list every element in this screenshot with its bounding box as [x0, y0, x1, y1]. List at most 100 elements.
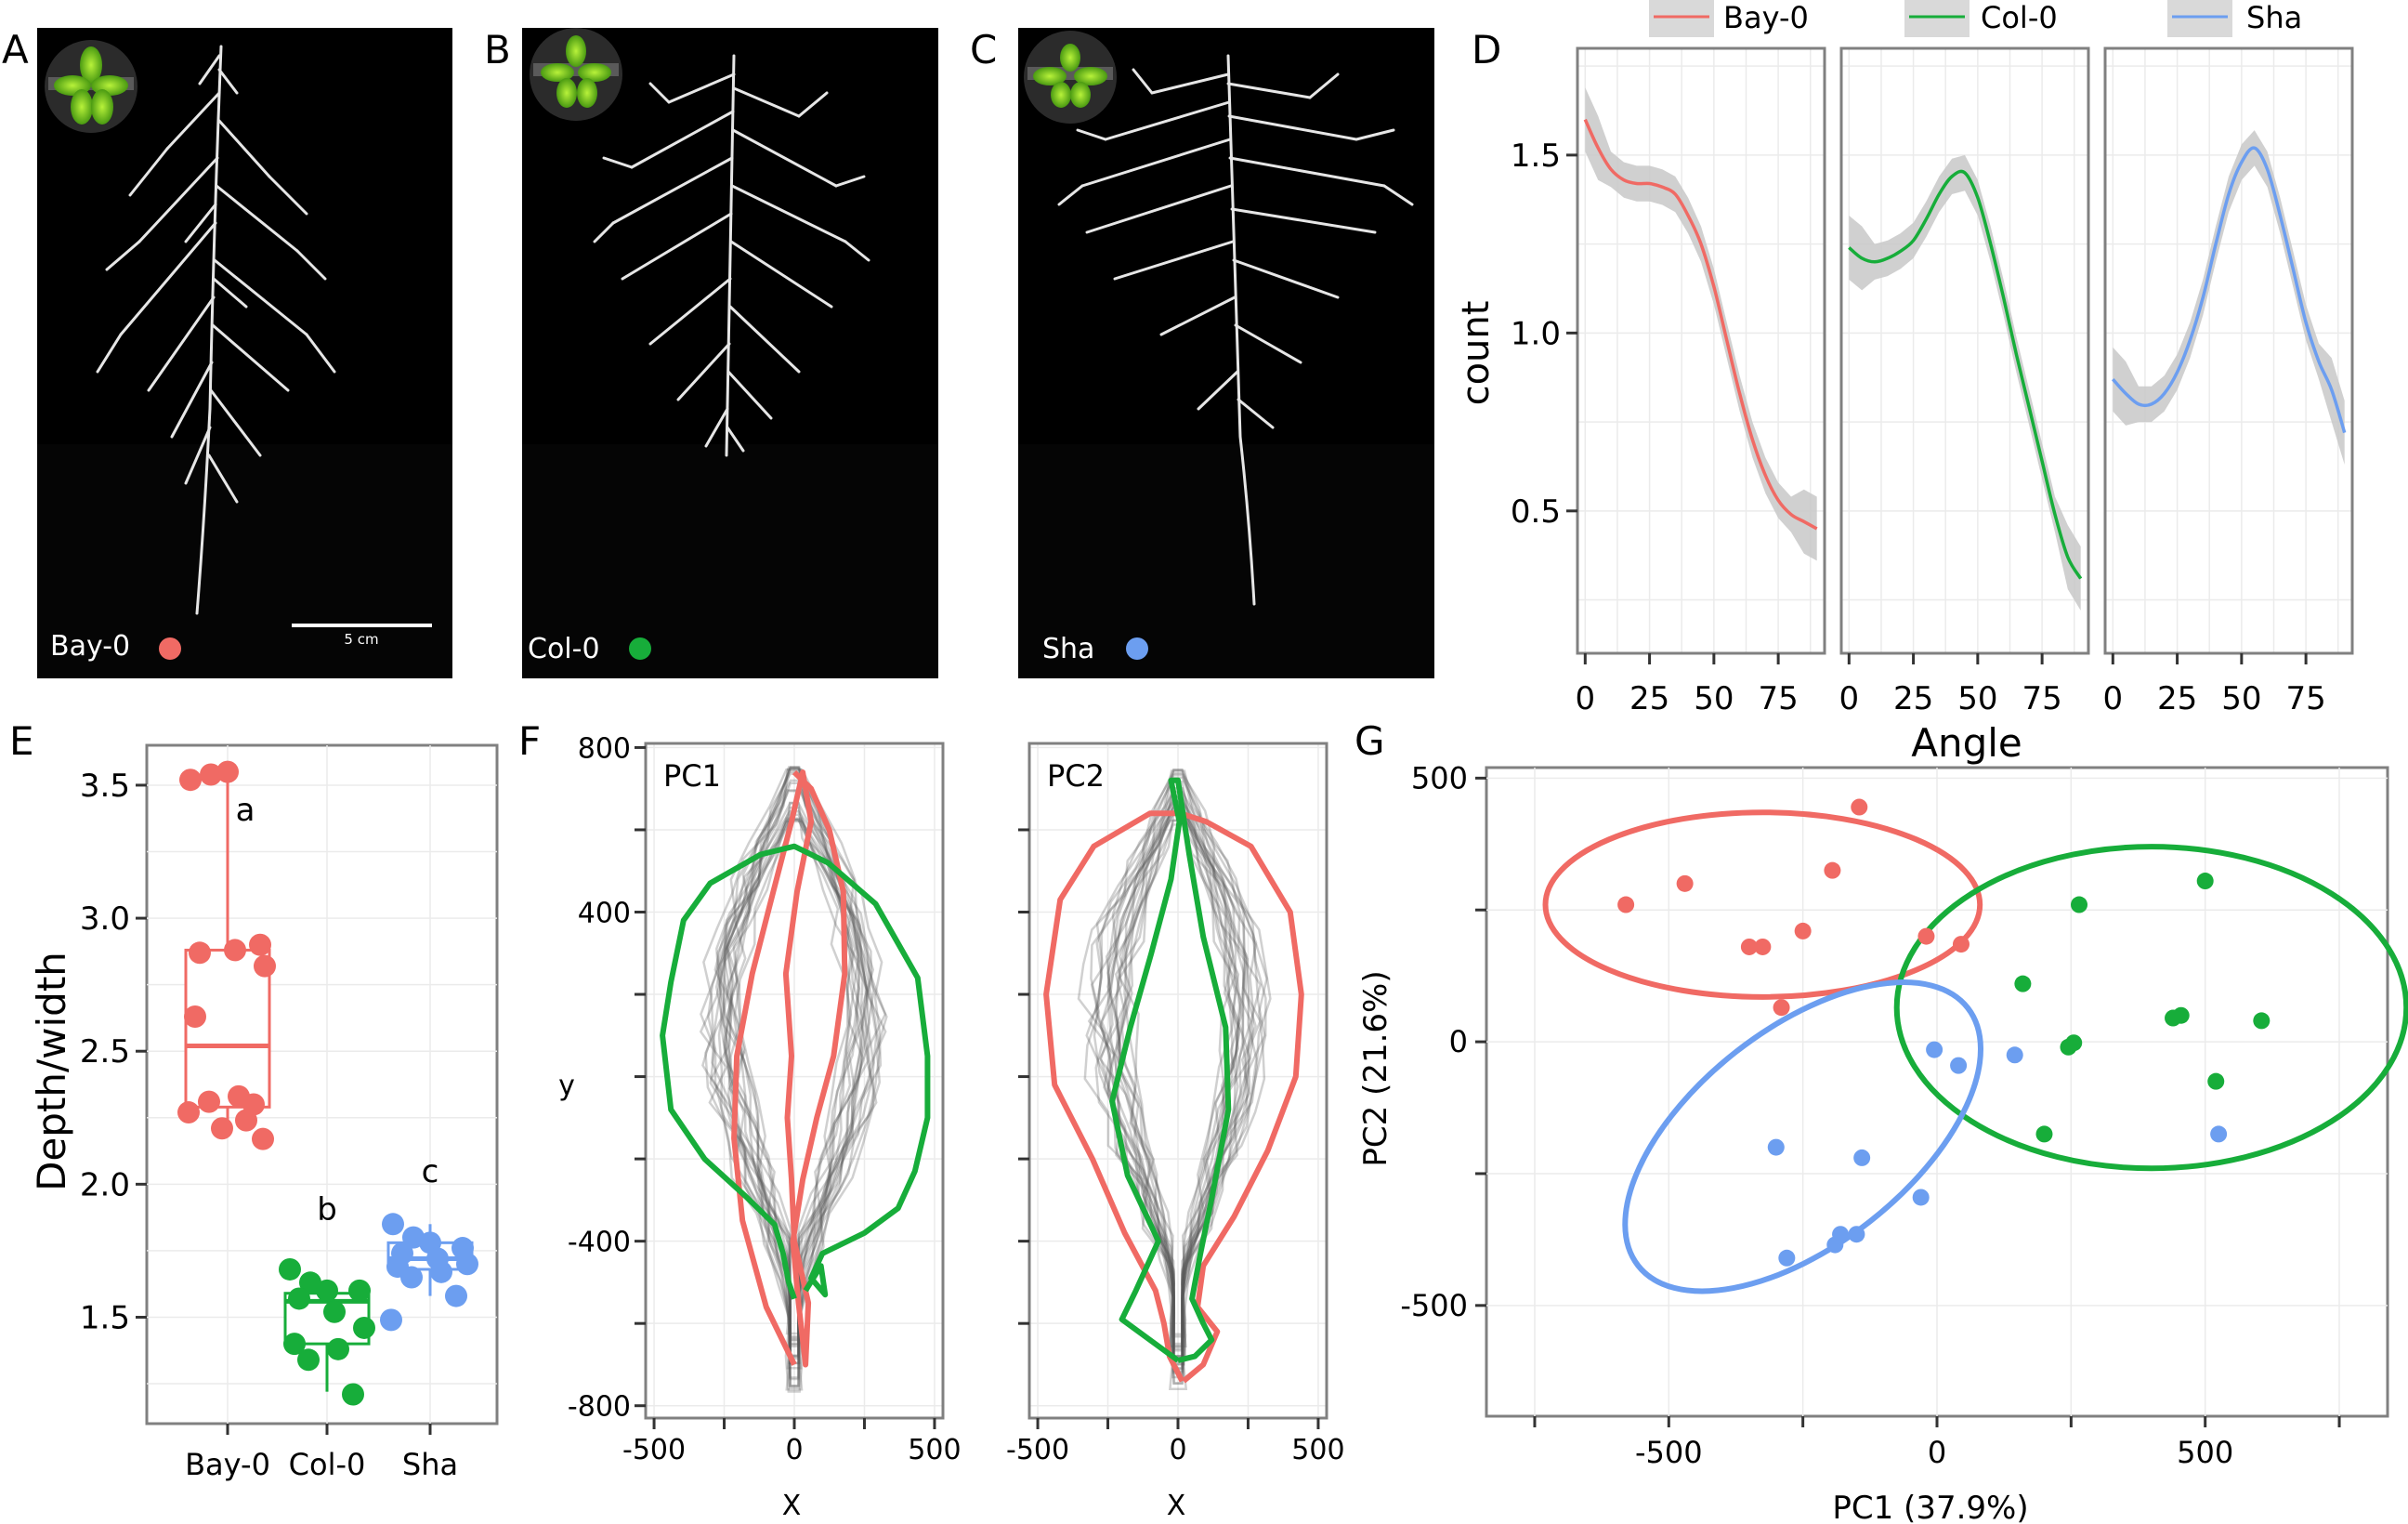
- g-point-Col-0: [2165, 1009, 2182, 1027]
- f-sample-outline: [1114, 786, 1240, 1386]
- g-point-Col-0: [2060, 1038, 2077, 1056]
- e-y-tick-label: 2.5: [80, 1033, 130, 1071]
- f-x-tick-label: 0: [785, 1434, 803, 1466]
- e-point-Bay-0: [224, 939, 246, 962]
- f-mode-outline: [660, 843, 931, 1300]
- d-series-line-Col-0: [1848, 169, 2083, 580]
- e-y-tick-label: 3.5: [80, 768, 130, 805]
- g-x-axis-title: PC1 (37.9%): [1832, 1490, 2028, 1524]
- e-point-Col-0: [299, 1271, 321, 1294]
- g-point-Bay-0: [1952, 936, 1970, 953]
- g-point-Col-0: [2014, 975, 2032, 992]
- e-point-Sha: [456, 1253, 478, 1276]
- e-point-Col-0: [279, 1257, 301, 1281]
- g-point-Sha: [1826, 1236, 1844, 1254]
- g-point-Sha: [2210, 1125, 2228, 1143]
- panel-label-e: E: [9, 718, 34, 764]
- f-sample-outline: [1118, 795, 1236, 1379]
- facet-0: Bay-0 0 25 50 75: [1575, 0, 1826, 717]
- d-x-axis-title: Angle: [1911, 720, 2022, 766]
- g-point-Sha: [1950, 1057, 1968, 1074]
- f-mode-outline: [1109, 777, 1232, 1363]
- e-point-Sha: [400, 1266, 423, 1289]
- f-x-tick-label: 0: [1169, 1434, 1186, 1466]
- e-point-Bay-0: [184, 1005, 206, 1028]
- f-sample-outline: [717, 820, 878, 1393]
- e-box-Bay-0: [184, 948, 271, 1109]
- d-x-tick-label: 25: [1629, 680, 1669, 717]
- d-series-line-Bay-0: [1583, 118, 1818, 531]
- panel-label-d: D: [1472, 27, 1501, 72]
- panel-label-g: G: [1354, 718, 1385, 764]
- g-point-Sha: [1767, 1138, 1785, 1156]
- legend-key-col: [1904, 0, 1970, 37]
- f-y-tick-label: -800: [568, 1391, 631, 1424]
- f-sample-outline: [1100, 803, 1252, 1385]
- photo-label-bay: Bay-0: [50, 630, 130, 663]
- legend-label-sha: Sha: [2246, 0, 2302, 35]
- letter-sha: c: [422, 1153, 439, 1190]
- pca-scatter-g: -500 0 500 -500 0 500 PC1 (37.9%) PC2 (21.6%): [1357, 760, 2408, 1524]
- root-system-col: [593, 54, 870, 457]
- d-x-tick-label: 0: [1839, 680, 1859, 717]
- d-x-tick-label: 75: [1758, 680, 1798, 717]
- f-sample-outline: [1085, 800, 1266, 1338]
- f-sample-outline: [1093, 772, 1267, 1374]
- f-sample-outline: [1093, 806, 1258, 1350]
- e-point-Col-0: [323, 1300, 346, 1323]
- d-y-tick-label: 1.0: [1511, 315, 1561, 352]
- f-sample-outline: [723, 817, 865, 1391]
- d-x-tick-label: 50: [1957, 680, 1997, 717]
- f-sample-outline: [1115, 800, 1243, 1373]
- f-y-tick-label: -400: [568, 1227, 631, 1259]
- e-x-tick-label: Col-0: [289, 1447, 366, 1482]
- f-x-axis-title-pc2: X: [1167, 1490, 1186, 1522]
- g-y-tick-label: 0: [1449, 1024, 1468, 1059]
- g-point-Sha: [1912, 1189, 1930, 1206]
- f-sample-outline: [730, 766, 855, 1381]
- legend-label-bay: Bay-0: [1723, 0, 1809, 35]
- d-facet-panel-1: [1841, 48, 2088, 653]
- e-y-axis-title: Depth/width: [29, 952, 74, 1191]
- letter-col: b: [317, 1191, 337, 1228]
- e-y-tick-label: 3.0: [80, 900, 130, 938]
- photo-panel-sha: Sha: [1018, 28, 1434, 678]
- f-sample-outline: [726, 802, 865, 1387]
- f-x-tick-label: -500: [622, 1434, 686, 1466]
- g-point-Bay-0: [1824, 861, 1841, 879]
- f-x-tick-label: -500: [1006, 1434, 1069, 1466]
- d-facet-panel-0: [1577, 48, 1825, 653]
- g-ellipse-Sha: [1622, 979, 1984, 1294]
- f-x-tick-label: 500: [908, 1434, 961, 1466]
- d-x-tick-label: 75: [2022, 680, 2061, 717]
- d-x-tick-label: 0: [1575, 680, 1595, 717]
- e-point-Col-0: [297, 1348, 320, 1372]
- scale-bar-label: 5 cm: [344, 631, 378, 648]
- g-point-Sha: [1848, 1226, 1865, 1243]
- g-y-axis-title: PC2 (21.6%): [1357, 970, 1394, 1166]
- panel-label-c: C: [970, 27, 997, 72]
- g-point-Col-0: [2071, 896, 2088, 913]
- f-sample-outline: [720, 813, 870, 1379]
- e-point-Col-0: [283, 1333, 306, 1356]
- e-point-Sha: [380, 1308, 402, 1332]
- d-confidence-band-0: [1585, 87, 1817, 561]
- f-sample-outline: [726, 766, 861, 1346]
- d-x-tick-label: 75: [2285, 680, 2325, 717]
- root-system-bay: [96, 45, 336, 615]
- photo-label-col: Col-0: [528, 633, 600, 665]
- d-facet-frame-1: [1839, 46, 2090, 655]
- f-y-axis-title: y: [558, 1070, 575, 1102]
- f-sample-outline: [1098, 769, 1251, 1347]
- marker-bay: [159, 637, 181, 660]
- e-point-Bay-0: [235, 1109, 257, 1132]
- e-x-tick-label: Sha: [402, 1447, 458, 1482]
- f-sample-outline: [1113, 795, 1241, 1352]
- f-sample-outline: [713, 790, 875, 1364]
- panel-label-b: B: [484, 27, 511, 72]
- legend-key-bay: [1649, 0, 1714, 37]
- e-point-Bay-0: [252, 1127, 274, 1150]
- f-sample-outline: [1077, 790, 1272, 1346]
- e-point-Bay-0: [211, 1117, 233, 1140]
- g-y-tick-label: -500: [1400, 1288, 1468, 1323]
